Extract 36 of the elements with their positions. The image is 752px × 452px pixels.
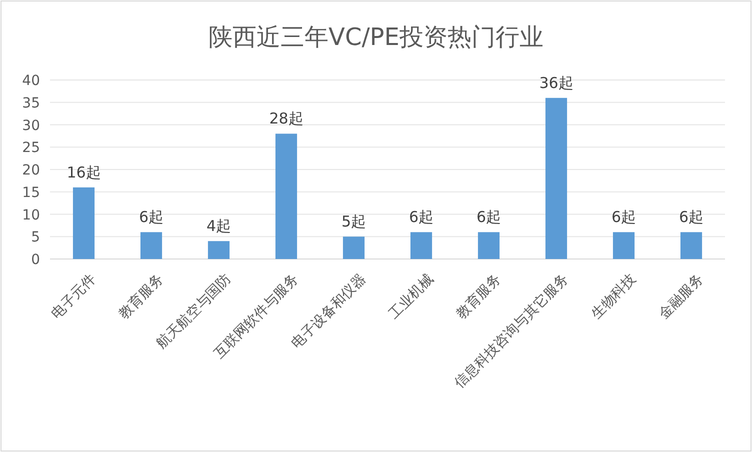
bar bbox=[208, 241, 230, 259]
x-tick-label: 教育服务 bbox=[452, 270, 504, 322]
x-tick-label: 电子元件 bbox=[48, 271, 100, 322]
y-tick-label: 35 bbox=[22, 95, 40, 112]
y-tick-label: 5 bbox=[31, 230, 40, 246]
y-tick-label: 0 bbox=[31, 252, 40, 268]
y-tick-label: 30 bbox=[22, 118, 40, 134]
data-label: 6起 bbox=[138, 208, 164, 226]
y-tick-label: 40 bbox=[22, 73, 40, 89]
data-label: 6起 bbox=[611, 208, 636, 226]
data-label: 16起 bbox=[66, 163, 101, 182]
bar bbox=[410, 232, 432, 259]
y-tick-label: 15 bbox=[22, 184, 40, 201]
y-tick-label: 20 bbox=[22, 162, 40, 178]
data-label: 36起 bbox=[539, 74, 574, 92]
data-label: 5起 bbox=[341, 212, 366, 231]
bar bbox=[478, 232, 500, 259]
data-label: 28起 bbox=[269, 110, 304, 128]
y-tick-label: 10 bbox=[22, 207, 40, 224]
bar bbox=[342, 236, 365, 259]
y-tick-label: 25 bbox=[22, 140, 40, 156]
bar bbox=[545, 98, 568, 259]
x-tick-label: 教育服务 bbox=[115, 270, 167, 322]
x-tick-label: 工业机械 bbox=[386, 271, 437, 322]
x-tick-label: 生物科技 bbox=[588, 271, 640, 322]
data-label: 6起 bbox=[678, 208, 704, 226]
bar bbox=[72, 187, 95, 259]
bar bbox=[140, 232, 162, 259]
data-label: 4起 bbox=[206, 217, 232, 236]
bar bbox=[680, 232, 702, 259]
chart-title: 陕西近三年VC/PE投资热门行业 bbox=[208, 23, 544, 51]
bar bbox=[612, 232, 635, 259]
bar bbox=[275, 134, 298, 259]
data-label: 6起 bbox=[408, 208, 434, 226]
x-tick-label: 金融服务 bbox=[656, 271, 707, 322]
data-label: 6起 bbox=[476, 208, 502, 226]
